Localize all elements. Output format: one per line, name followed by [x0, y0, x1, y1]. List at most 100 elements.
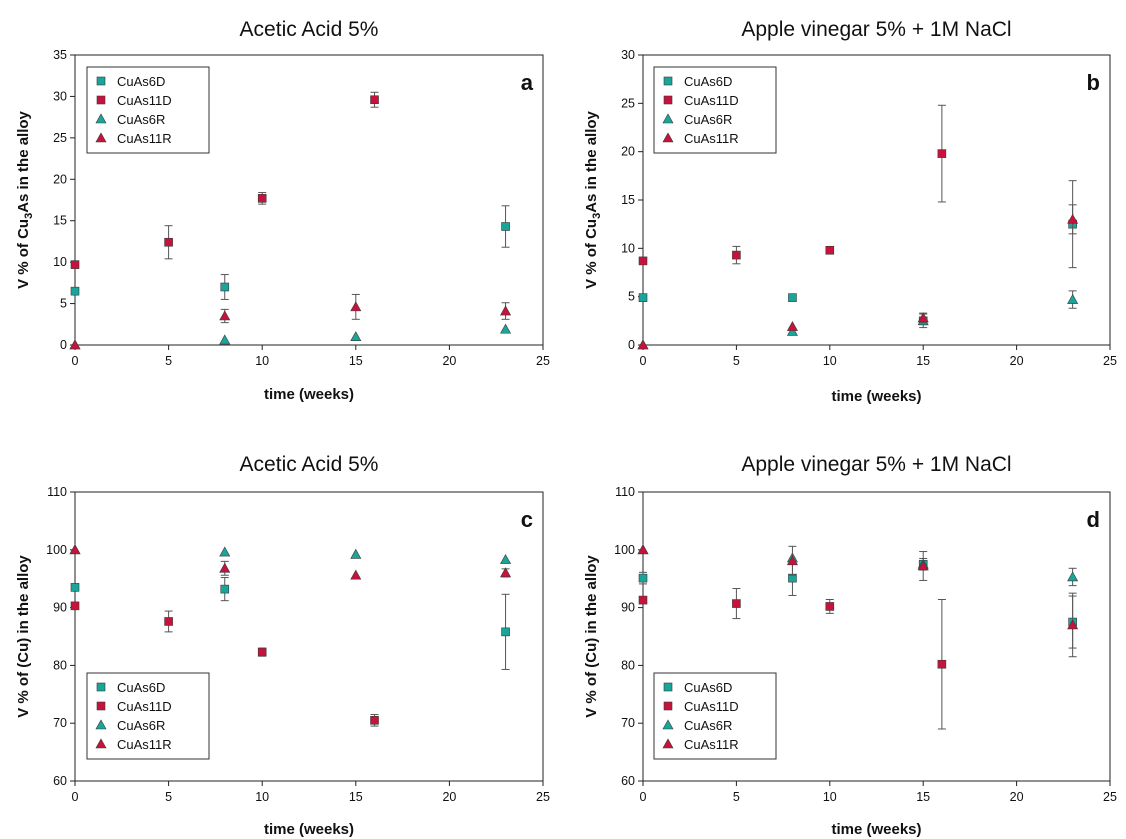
- x-tick-label: 5: [733, 354, 740, 368]
- data-point: [637, 544, 649, 555]
- chart-title: Apple vinegar 5% + 1M NaCl: [741, 18, 1011, 41]
- legend-marker: [663, 95, 673, 105]
- data-point: [937, 659, 947, 669]
- data-point: [69, 339, 81, 350]
- legend-marker: [96, 95, 106, 105]
- legend-marker: [663, 682, 673, 692]
- x-axis-label: time (weeks): [831, 388, 921, 405]
- x-tick-label: 25: [1103, 354, 1117, 368]
- legend-marker: [96, 682, 106, 692]
- y-axis-label: V % of (Cu) in the alloy: [15, 555, 32, 718]
- data-point: [220, 584, 230, 594]
- data-point: [937, 149, 947, 158]
- legend-marker: [96, 701, 106, 711]
- y-tick-label: 10: [621, 241, 635, 255]
- series-CuAs11D: [638, 104, 947, 266]
- chart-panel-b: Apple vinegar 5% + 1M NaCl b 0 5 10 15 20 25 0 5 1…: [583, 18, 1117, 405]
- legend-entry: CuAs6D: [117, 74, 165, 89]
- chart-panel-c: Acetic Acid 5% c 0 5 10 15 20 25 60 70 80 90 100 110 t…: [15, 453, 550, 838]
- x-tick-label: 0: [640, 354, 647, 368]
- series-CuAs6D: [638, 557, 1077, 649]
- plot-frame: [74, 54, 544, 346]
- data-point: [350, 331, 362, 342]
- data-point: [825, 245, 835, 255]
- series-CuAs6D: [70, 205, 510, 300]
- x-tick-label: 25: [1103, 790, 1117, 804]
- legend-entry: CuAs11R: [117, 131, 172, 146]
- data-point: [219, 334, 231, 345]
- data-point: [219, 546, 231, 557]
- series-CuAs11R: [69, 293, 512, 350]
- x-tick-label: 0: [640, 790, 647, 804]
- x-tick-label: 15: [349, 790, 363, 804]
- legend-entry: CuAs6R: [684, 112, 732, 127]
- data-point: [70, 260, 80, 269]
- panel-letter: c: [521, 507, 533, 532]
- legend-box: [86, 672, 210, 760]
- data-point: [219, 562, 231, 573]
- y-tick-label: 30: [53, 89, 67, 103]
- y-tick-label: 20: [53, 172, 67, 186]
- series-CuAs11D: [638, 588, 947, 730]
- data-point: [350, 548, 362, 559]
- data-point: [638, 573, 648, 583]
- y-tick-label: 100: [614, 543, 635, 557]
- data-point: [917, 560, 929, 571]
- legend-entry: CuAs6D: [117, 680, 165, 695]
- y-tick-label: 25: [53, 131, 67, 145]
- data-point: [69, 544, 81, 555]
- legend-marker: [96, 76, 106, 86]
- y-tick-label: 5: [60, 297, 67, 311]
- data-point: [732, 599, 741, 608]
- legend-entry: CuAs6R: [117, 718, 165, 733]
- panel-letter: b: [1087, 70, 1100, 95]
- x-tick-label: 20: [1010, 790, 1024, 804]
- data-point: [638, 595, 648, 605]
- legend-marker: [95, 113, 107, 124]
- y-tick-label: 25: [621, 96, 635, 110]
- y-axis-label: V % of Cu3As in the alloy: [583, 110, 603, 288]
- y-tick-label: 60: [53, 774, 67, 788]
- legend-entry: CuAs6R: [684, 718, 732, 733]
- legend-box: [86, 66, 210, 154]
- x-tick-label: 5: [733, 790, 740, 804]
- data-point: [164, 617, 173, 626]
- x-tick-label: 10: [823, 354, 837, 368]
- legend-marker: [662, 113, 674, 124]
- series-CuAs6D: [638, 180, 1077, 329]
- x-tick-label: 10: [255, 354, 269, 368]
- plot-frame: [642, 491, 1111, 782]
- series-CuAs6D: [70, 577, 510, 670]
- legend-marker: [95, 719, 107, 730]
- y-tick-label: 15: [621, 193, 635, 207]
- panel-letter: d: [1087, 507, 1100, 532]
- y-tick-label: 60: [621, 774, 635, 788]
- series-CuAs11R: [69, 544, 512, 580]
- data-point: [732, 250, 741, 260]
- series-CuAs11D: [70, 91, 379, 269]
- x-tick-label: 10: [823, 790, 837, 804]
- data-point: [500, 323, 512, 334]
- legend-entry: CuAs11D: [117, 93, 172, 108]
- chart-title: Acetic Acid 5%: [240, 18, 379, 41]
- data-point: [70, 286, 80, 296]
- x-tick-label: 20: [442, 354, 456, 368]
- legend: CuAs6D CuAs11D CuAs6R CuAs11R: [653, 66, 777, 154]
- data-point: [219, 310, 231, 321]
- legend-entry: CuAs6R: [117, 112, 165, 127]
- legend-box: [653, 66, 777, 154]
- panel-letter: a: [521, 70, 534, 95]
- legend-box: [653, 672, 777, 760]
- y-tick-label: 70: [53, 716, 67, 730]
- legend: CuAs6D CuAs11D CuAs6R CuAs11R: [653, 672, 777, 760]
- legend-entry: CuAs11R: [684, 737, 739, 752]
- data-point: [350, 569, 362, 580]
- legend-entry: CuAs11D: [117, 699, 172, 714]
- series-CuAs6R: [637, 290, 1079, 350]
- data-point: [501, 222, 510, 231]
- data-point: [1067, 293, 1079, 304]
- x-tick-label: 15: [349, 354, 363, 368]
- chart-title: Acetic Acid 5%: [240, 453, 379, 476]
- chart-title: Apple vinegar 5% + 1M NaCl: [741, 453, 1011, 476]
- data-point: [70, 583, 80, 592]
